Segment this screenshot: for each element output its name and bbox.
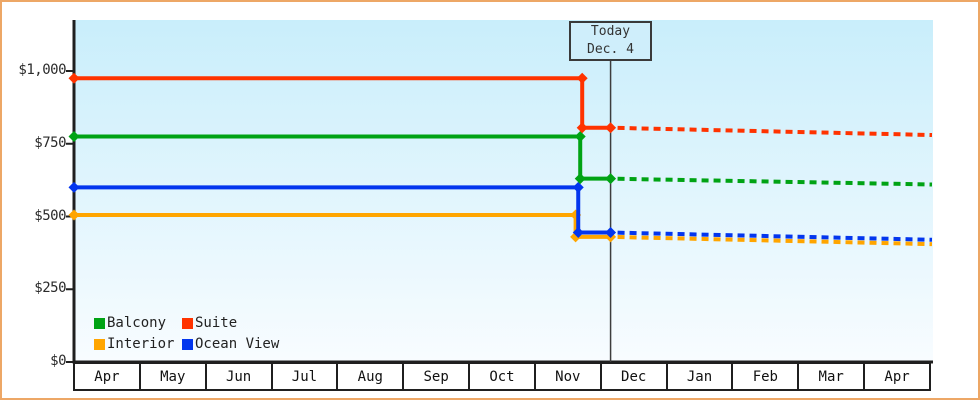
suite-marker: [68, 72, 80, 84]
interior-price-line: [74, 213, 611, 239]
legend-label-balcony: Balcony: [107, 315, 167, 331]
today-date: Dec. 4: [587, 42, 634, 57]
month-cell-2-jun: Jun: [207, 364, 273, 389]
month-cell-3-jul: Jul: [273, 364, 339, 389]
suite-price-line: [74, 76, 611, 130]
ocean-view-marker: [572, 227, 584, 239]
balcony-price-line: [74, 134, 611, 181]
month-cell-5-sep: Sep: [404, 364, 471, 389]
balcony-marker: [574, 173, 586, 185]
legend-item-interior: Interior: [94, 334, 182, 354]
legend-swatch-suite: [182, 317, 193, 329]
legend-swatch-interior: [94, 338, 105, 350]
today-annotation-box: Today Dec. 4: [569, 21, 652, 61]
legend-item-ocean-view: Ocean View: [182, 334, 279, 354]
legend-label-ocean-view: Ocean View: [195, 336, 280, 352]
suite-forecast-line: [610, 125, 933, 138]
ocean-view-marker: [68, 181, 80, 193]
legend-label-suite: Suite: [195, 315, 238, 331]
ocean-view-marker: [605, 227, 617, 239]
balcony-marker: [68, 130, 80, 142]
month-cell-1-may: May: [141, 364, 207, 389]
balcony-marker: [574, 130, 586, 142]
balcony-forecast-line: [610, 176, 933, 187]
legend-item-suite: Suite: [182, 313, 279, 333]
month-cell-4-aug: Aug: [338, 364, 405, 389]
month-cell-0-apr: Apr: [75, 364, 141, 389]
suite-marker: [576, 72, 588, 84]
month-cell-7-nov: Nov: [536, 364, 602, 389]
month-cell-8-dec: Dec: [602, 364, 668, 389]
suite-marker: [576, 122, 588, 134]
interior-marker: [68, 209, 80, 221]
x-axis-month-band: Apr May Jun Jul Aug Sep Oct Nov Dec Jan Feb Mar Apr: [73, 362, 931, 391]
legend-label-interior: Interior: [107, 336, 175, 352]
month-cell-10-feb: Feb: [733, 364, 800, 389]
today-label: Today: [590, 24, 631, 39]
ocean-view-price-line: [74, 185, 611, 235]
legend-item-balcony: Balcony: [94, 313, 182, 333]
balcony-marker: [605, 173, 617, 185]
ocean-view-marker: [572, 181, 584, 193]
month-cell-9-jan: Jan: [668, 364, 734, 389]
legend: Balcony Suite Interior Ocean View: [94, 313, 279, 354]
month-cell-6-oct: Oct: [470, 364, 536, 389]
legend-swatch-balcony: [94, 317, 105, 329]
legend-swatch-ocean-view: [182, 338, 193, 350]
month-cell-12-apr: Apr: [884, 368, 910, 385]
month-cell-11-mar: Mar: [799, 364, 866, 389]
suite-marker: [605, 122, 617, 134]
